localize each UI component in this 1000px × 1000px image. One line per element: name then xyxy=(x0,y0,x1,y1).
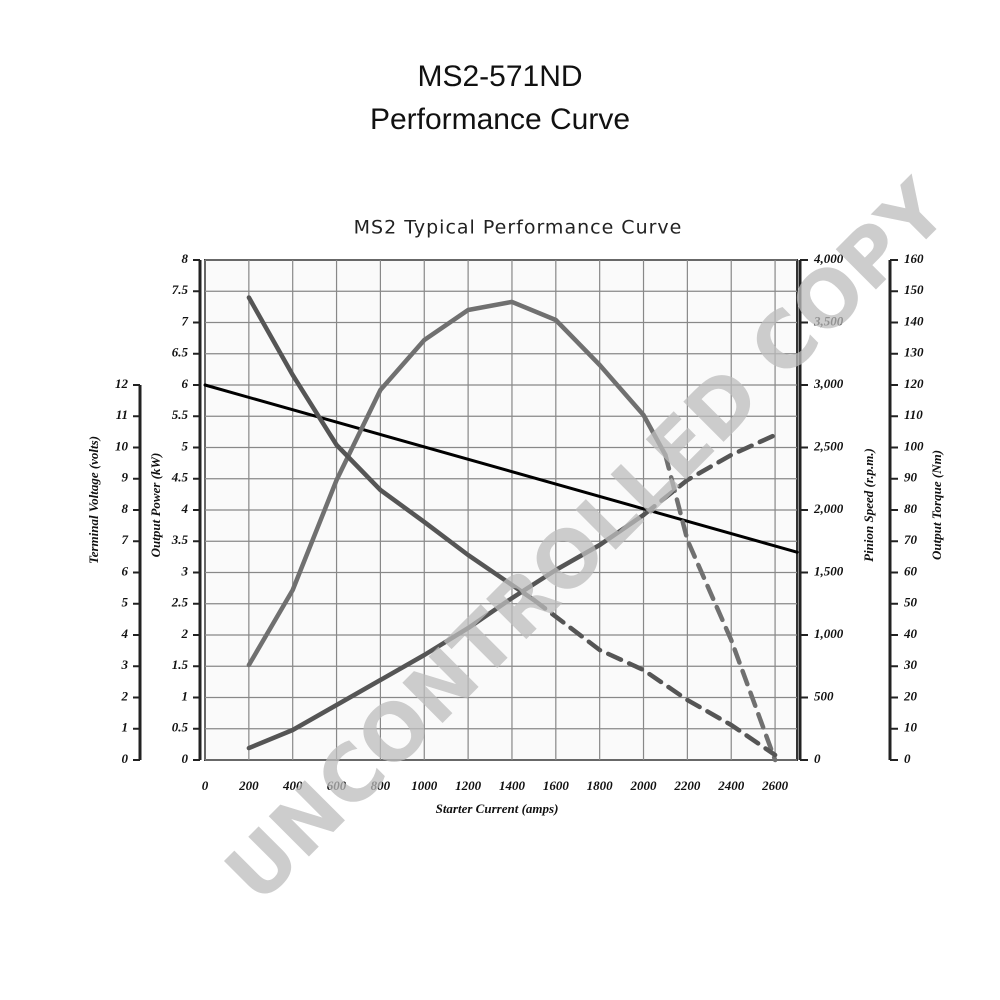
y-tick-label: 5.5 xyxy=(172,407,189,422)
y-tick-label: 7 xyxy=(182,313,189,328)
y-tick-label: 7 xyxy=(122,532,129,547)
y-tick-label: 100 xyxy=(904,438,924,453)
y-tick-label: 0.5 xyxy=(172,720,189,735)
x-tick-label: 400 xyxy=(282,778,303,793)
y-tick-label: 2,000 xyxy=(813,501,844,516)
x-tick-label: 1800 xyxy=(587,778,614,793)
data-line xyxy=(246,512,646,751)
y-tick-label: 0 xyxy=(122,751,129,766)
y-tick-label: 2 xyxy=(121,688,129,703)
y-tick-label: 3 xyxy=(121,657,129,672)
y-tick-label: 1,500 xyxy=(814,563,844,578)
y-tick-label: 2,500 xyxy=(813,438,844,453)
y-tick-label: 1.5 xyxy=(172,657,189,672)
data-line xyxy=(531,597,778,758)
y-tick-label: 130 xyxy=(904,345,924,360)
x-tick-label: 1400 xyxy=(499,778,526,793)
y-tick-label: 4 xyxy=(121,626,129,641)
x-tick-label: 1000 xyxy=(411,778,438,793)
chart-title: MS2 Typical Performance Curve xyxy=(354,217,683,239)
y-tick-label: 12 xyxy=(115,376,129,391)
y-tick-label: 30 xyxy=(903,657,918,672)
y-tick-label: 3.5 xyxy=(171,532,189,547)
subtitle: Performance Curve xyxy=(370,103,630,136)
y-tick-label: 4 xyxy=(181,501,189,516)
y-tick-label: 2.5 xyxy=(171,595,189,610)
x-tick-label: 2400 xyxy=(717,778,745,793)
data-line xyxy=(641,432,778,518)
data-line xyxy=(663,452,778,763)
y-tick-label: 120 xyxy=(904,376,924,391)
y-tick-label: 7.5 xyxy=(172,282,189,297)
y-tick-label: 6 xyxy=(182,376,189,391)
y-tick-label: 8 xyxy=(122,501,129,516)
y-tick-label: 60 xyxy=(904,563,918,578)
y-tick-label: 3,000 xyxy=(813,376,844,391)
y-axis-label: Pinion Speed (r.p.m.) xyxy=(861,448,876,562)
x-tick-label: 2600 xyxy=(761,778,789,793)
y-tick-label: 90 xyxy=(904,470,918,485)
data-line xyxy=(203,383,799,554)
y-tick-label: 1 xyxy=(182,688,189,703)
y-tick-label: 0 xyxy=(182,751,189,766)
y-tick-label: 9 xyxy=(122,470,129,485)
y-axis-label: Output Torque (Nm) xyxy=(929,450,944,560)
x-tick-label: 1600 xyxy=(543,778,570,793)
y-tick-label: 8 xyxy=(182,251,189,266)
x-tick-label: 1200 xyxy=(455,778,482,793)
y-axis-label: Output Power (kW) xyxy=(148,453,163,558)
y-tick-label: 4,000 xyxy=(813,251,844,266)
x-tick-label: 0 xyxy=(202,778,209,793)
x-tick-label: 200 xyxy=(238,778,259,793)
y-tick-label: 150 xyxy=(904,282,924,297)
y-tick-label: 0 xyxy=(904,751,911,766)
y-tick-label: 70 xyxy=(904,532,918,547)
y-tick-label: 140 xyxy=(904,313,924,328)
x-tick-label: 2000 xyxy=(630,778,658,793)
y-tick-label: 5 xyxy=(182,438,189,453)
y-tick-label: 1,000 xyxy=(814,626,844,641)
y-tick-label: 0 xyxy=(814,751,821,766)
y-tick-label: 10 xyxy=(904,720,918,735)
x-tick-label: 800 xyxy=(371,778,391,793)
x-tick-label: 600 xyxy=(327,778,347,793)
y-tick-label: 3 xyxy=(181,563,189,578)
y-tick-label: 11 xyxy=(116,407,128,422)
y-tick-label: 5 xyxy=(122,595,129,610)
y-tick-label: 4.5 xyxy=(171,470,189,485)
y-tick-label: 160 xyxy=(904,251,924,266)
y-tick-label: 110 xyxy=(904,407,923,422)
y-tick-label: 80 xyxy=(904,501,918,516)
y-tick-label: 50 xyxy=(904,595,918,610)
y-tick-label: 500 xyxy=(814,688,834,703)
title: MS2-571ND xyxy=(417,60,582,93)
y-tick-label: 2 xyxy=(181,626,189,641)
x-tick-label: 2200 xyxy=(673,778,701,793)
data-line xyxy=(246,295,537,603)
y-tick-label: 3,500 xyxy=(813,313,844,328)
data-line xyxy=(246,299,668,668)
y-tick-label: 20 xyxy=(903,688,918,703)
y-tick-label: 6 xyxy=(122,563,129,578)
y-axis-label: Terminal Voltage (volts) xyxy=(86,436,101,564)
y-tick-label: 1 xyxy=(122,720,129,735)
x-axis-label: Starter Current (amps) xyxy=(436,801,559,816)
y-tick-label: 6.5 xyxy=(172,345,189,360)
y-tick-label: 40 xyxy=(903,626,918,641)
y-tick-label: 10 xyxy=(115,438,129,453)
